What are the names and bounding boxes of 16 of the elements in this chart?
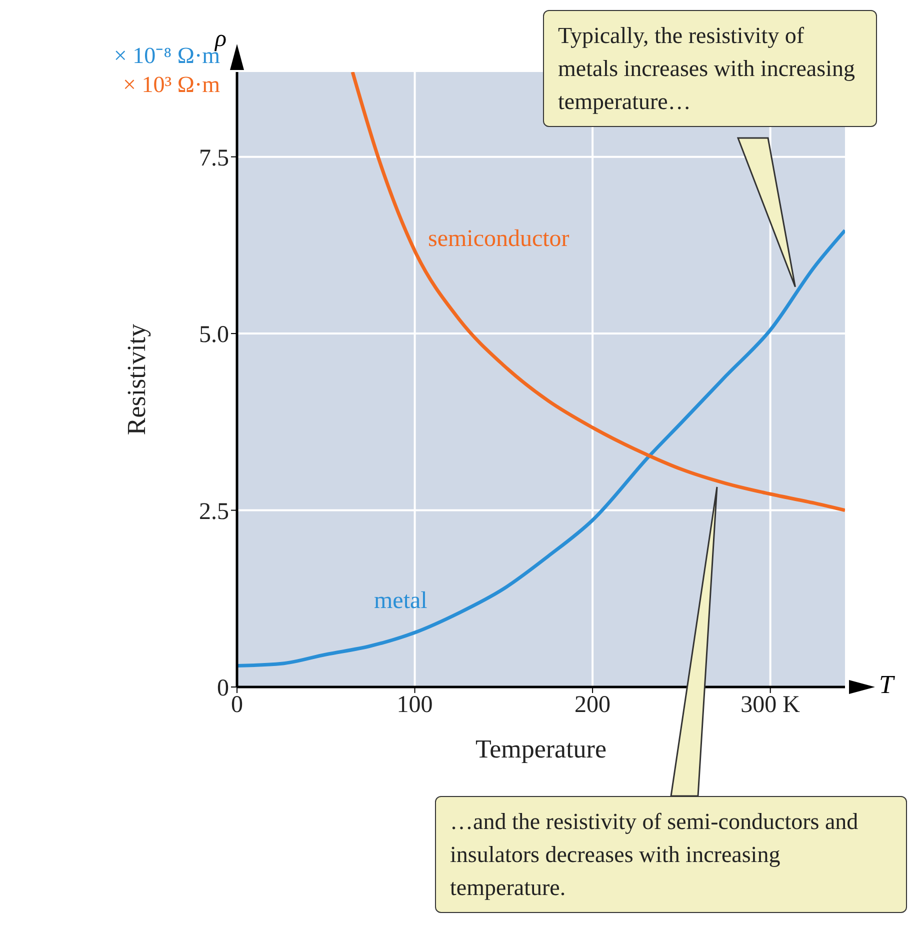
y-tick-label: 5.0 xyxy=(199,322,229,348)
line-series xyxy=(237,228,845,668)
x-axis-title: Temperature xyxy=(476,734,606,764)
x-tick-label: 200 xyxy=(574,692,611,718)
x-tick-label: 100 xyxy=(396,692,433,718)
y-axis-title: Resistivity xyxy=(122,324,152,436)
y-tick-label: 2.5 xyxy=(199,498,229,525)
series-label: semiconductor xyxy=(428,226,570,253)
annotation: …and the resistivity of semi-conductors and insulators decreases with increasing temperature. xyxy=(435,796,907,913)
annotation: Typically, the resistivity of metals increases with increasing temperature… xyxy=(543,10,877,127)
y-tick-label: 0 xyxy=(217,676,229,702)
text: T xyxy=(879,670,894,700)
x-tick-label: 300 K xyxy=(740,692,801,718)
text: × 10³ Ω·m xyxy=(122,72,220,98)
series-label: metal xyxy=(374,588,428,615)
y-tick-label: 7.5 xyxy=(199,145,229,172)
